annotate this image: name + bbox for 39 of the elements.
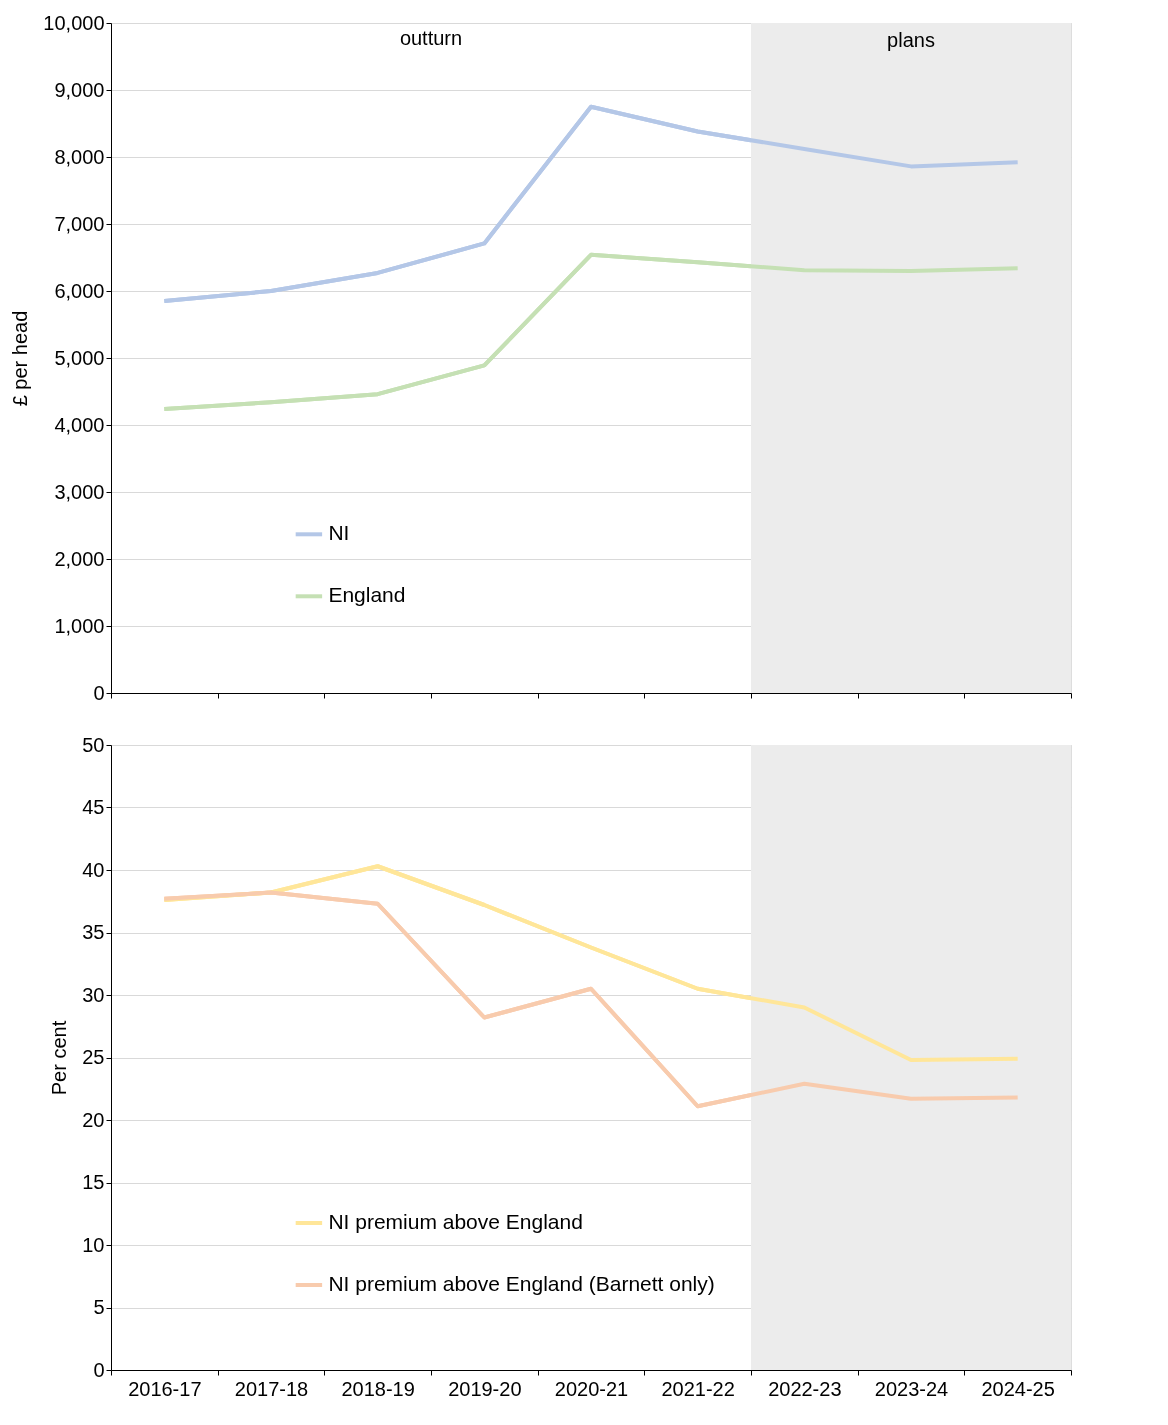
y-tick-label: 8,000 bbox=[54, 145, 105, 168]
y-tick-label: 6,000 bbox=[54, 279, 105, 302]
legend-label: NI premium above England (Barnett only) bbox=[328, 1272, 715, 1295]
y-tick-label: 2,000 bbox=[54, 547, 105, 570]
band-label: plans bbox=[887, 29, 935, 51]
legend-label: NI bbox=[328, 521, 350, 545]
y-tick-label: 7,000 bbox=[54, 212, 105, 235]
y-tick-label: 25 bbox=[82, 1046, 105, 1068]
y-tick-label: 30 bbox=[82, 983, 105, 1006]
y-tick-label: 10,000 bbox=[43, 11, 105, 34]
y-axis-title: Per cent bbox=[48, 1020, 71, 1096]
x-tick-label: 2018-19 bbox=[341, 1377, 415, 1400]
y-tick-label: 40 bbox=[82, 858, 105, 881]
y-tick-label: 35 bbox=[82, 921, 105, 943]
y-tick-label: 20 bbox=[82, 1108, 105, 1131]
y-tick-label: 5,000 bbox=[54, 346, 105, 369]
x-tick-label: 2017-18 bbox=[234, 1377, 309, 1400]
annotation: outturn bbox=[399, 27, 463, 49]
x-tick-label: 2016-17 bbox=[128, 1377, 202, 1400]
y-tick-label: 10 bbox=[82, 1233, 105, 1256]
y-tick-label: 0 bbox=[93, 681, 105, 704]
x-tick-label: 2023-24 bbox=[874, 1377, 949, 1400]
y-tick-label: 0 bbox=[93, 1358, 105, 1381]
x-tick-label: 2021-22 bbox=[661, 1377, 735, 1400]
y-tick-label: 1,000 bbox=[54, 614, 105, 637]
y-tick-label: 50 bbox=[82, 733, 105, 756]
x-tick-label: 2019-20 bbox=[448, 1377, 522, 1400]
x-tick-label: 2024-25 bbox=[981, 1377, 1055, 1400]
y-axis-title: £ per head bbox=[9, 310, 32, 407]
y-tick-label: 9,000 bbox=[54, 78, 105, 101]
y-tick-label: 5 bbox=[93, 1296, 105, 1318]
legend-label: NI premium above England bbox=[328, 1210, 583, 1233]
y-tick-label: 3,000 bbox=[54, 480, 105, 503]
y-tick-label: 15 bbox=[82, 1171, 105, 1193]
y-tick-label: 45 bbox=[82, 796, 105, 818]
legend-label: England bbox=[328, 583, 406, 607]
x-tick-label: 2020-21 bbox=[554, 1377, 629, 1400]
x-tick-label: 2022-23 bbox=[768, 1377, 842, 1400]
y-tick-label: 4,000 bbox=[54, 413, 105, 436]
